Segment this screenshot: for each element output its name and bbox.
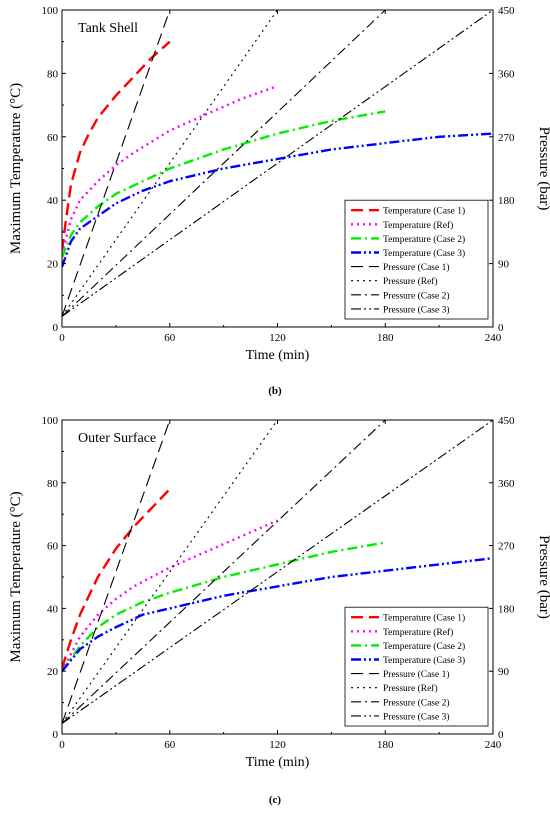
legend-label: Temperature (Case 3) (383, 655, 465, 666)
series-line-pressure-case-2 (62, 420, 386, 724)
y-tick-label: 100 (42, 5, 59, 17)
y2-tick-label: 0 (498, 729, 504, 741)
series-line-pressure-ref (62, 420, 278, 724)
y2-tick-label: 180 (498, 195, 515, 207)
legend-label: Temperature (Case 1) (383, 613, 465, 624)
y-tick-label: 100 (42, 415, 59, 427)
x-tick-label: 180 (377, 332, 394, 344)
series-line-pressure-ref (62, 10, 278, 317)
y2-tick-label: 270 (498, 541, 515, 553)
series-lines (62, 420, 493, 724)
x-tick-label: 180 (377, 739, 394, 751)
y2-axis-label: Pressure (bar) (536, 535, 550, 619)
x-tick-label: 120 (269, 332, 286, 344)
x-axis-label: Time (min) (246, 348, 310, 363)
series-line-pressure-case-3 (62, 420, 493, 724)
y2-tick-label: 0 (498, 322, 504, 334)
series-lines (62, 10, 493, 317)
x-tick-label: 240 (485, 739, 502, 751)
y2-tick-label: 90 (498, 666, 510, 678)
legend-label: Pressure (Case 1) (383, 262, 449, 273)
x-tick-label: 120 (269, 739, 286, 751)
series-line-temperature-case-1 (62, 488, 171, 669)
series-line-temperature-case-3 (62, 557, 493, 672)
legend-label: Pressure (Ref) (383, 683, 438, 694)
y-axis-label: Maximum Temperature (°C) (8, 83, 24, 254)
legend-label: Pressure (Case 3) (383, 711, 449, 722)
y-tick-label: 60 (47, 541, 59, 553)
y-tick-label: 40 (47, 603, 59, 615)
series-line-pressure-case-3 (62, 10, 493, 317)
legend: Temperature (Case 1) Temperature (Ref) Tem… (344, 199, 489, 320)
y-tick-label: 40 (47, 195, 59, 207)
legend: Temperature (Case 1) Temperature (Ref) Tem… (344, 606, 489, 727)
series-line-pressure-case-1 (62, 420, 171, 724)
panel-annotation: Outer Surface (78, 431, 156, 446)
legend-label: Temperature (Case 1) (383, 206, 465, 217)
series-line-temperature-ref (62, 84, 278, 255)
legend-label: Temperature (Case 2) (383, 641, 465, 652)
y-axis-label: Maximum Temperature (°C) (8, 491, 24, 662)
series-line-temperature-case-2 (62, 541, 386, 672)
y-tick-label: 80 (47, 68, 59, 80)
y-tick-label: 60 (47, 132, 59, 144)
x-tick-label: 60 (164, 739, 176, 751)
series-line-temperature-case-1 (62, 40, 171, 252)
legend-label: Temperature (Case 2) (383, 234, 465, 245)
legend-label: Temperature (Ref) (383, 627, 453, 638)
y2-tick-label: 180 (498, 603, 515, 615)
panel-caption: (c) (269, 794, 282, 806)
y2-tick-label: 450 (498, 415, 515, 427)
series-line-pressure-case-2 (62, 10, 386, 317)
y-tick-label: 20 (47, 259, 59, 271)
y2-axis-label: Pressure (bar) (536, 127, 550, 211)
chart-panel-b: 0 60 120 180 240020406080100090180270360450T… (8, 5, 550, 397)
y2-tick-label: 270 (498, 132, 515, 144)
legend-box (344, 606, 489, 727)
legend-label: Pressure (Case 2) (383, 697, 449, 708)
series-line-temperature-case-3 (62, 132, 493, 268)
y2-tick-label: 450 (498, 5, 515, 17)
x-tick-label: 240 (485, 332, 502, 344)
panel-caption: (b) (268, 385, 282, 397)
series-line-temperature-ref (62, 519, 278, 672)
x-axis-label: Time (min) (246, 755, 310, 770)
series-line-temperature-case-2 (62, 110, 386, 258)
y2-tick-label: 90 (498, 259, 510, 271)
y2-tick-label: 360 (498, 68, 515, 80)
y-tick-label: 0 (53, 322, 59, 334)
panel-annotation: Tank Shell (78, 21, 138, 36)
legend-label: Temperature (Case 3) (383, 248, 465, 259)
legend-label: Temperature (Ref) (383, 220, 453, 231)
legend-label: Pressure (Case 3) (383, 304, 449, 315)
legend-label: Pressure (Case 2) (383, 290, 449, 301)
x-tick-label: 0 (59, 739, 65, 751)
chart-panel-c: 0 60 120 180 240020406080100090180270360450T… (8, 415, 550, 806)
y-tick-label: 20 (47, 666, 59, 678)
y-tick-label: 80 (47, 478, 59, 490)
x-tick-label: 0 (59, 332, 65, 344)
y-tick-label: 0 (53, 729, 59, 741)
x-tick-label: 60 (164, 332, 176, 344)
legend-label: Pressure (Ref) (383, 276, 438, 287)
legend-label: Pressure (Case 1) (383, 669, 449, 680)
series-line-pressure-case-1 (62, 10, 171, 317)
legend-box (344, 199, 489, 320)
y2-tick-label: 360 (498, 478, 515, 490)
